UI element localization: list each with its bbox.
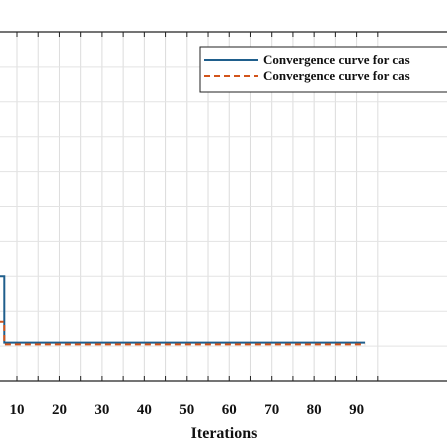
legend: Convergence curve for cas Convergence cu… (199, 46, 447, 93)
x-tick-label: 80 (307, 402, 322, 418)
x-tick-label: 30 (94, 402, 109, 418)
x-tick-label: 40 (137, 402, 152, 418)
series-lines (0, 275, 366, 346)
x-axis-tick-labels: 10 20 30 40 50 60 70 80 90 (10, 402, 365, 418)
legend-box (199, 46, 447, 93)
legend-entry-dashed: Convergence curve for cas (263, 68, 410, 83)
x-tick-label: 10 (10, 402, 25, 418)
x-tick-label: 60 (222, 402, 237, 418)
x-axis-ticks (16, 32, 379, 381)
x-tick-label: 20 (52, 402, 67, 418)
x-tick-label: 70 (264, 402, 279, 418)
series-line-dashed (0, 320, 366, 346)
series-line-solid (0, 275, 366, 344)
x-tick-label: 90 (349, 402, 364, 418)
legend-entry-solid: Convergence curve for cas (263, 52, 410, 67)
x-tick-label: 50 (179, 402, 194, 418)
x-axis-label: Iterations (191, 425, 258, 442)
